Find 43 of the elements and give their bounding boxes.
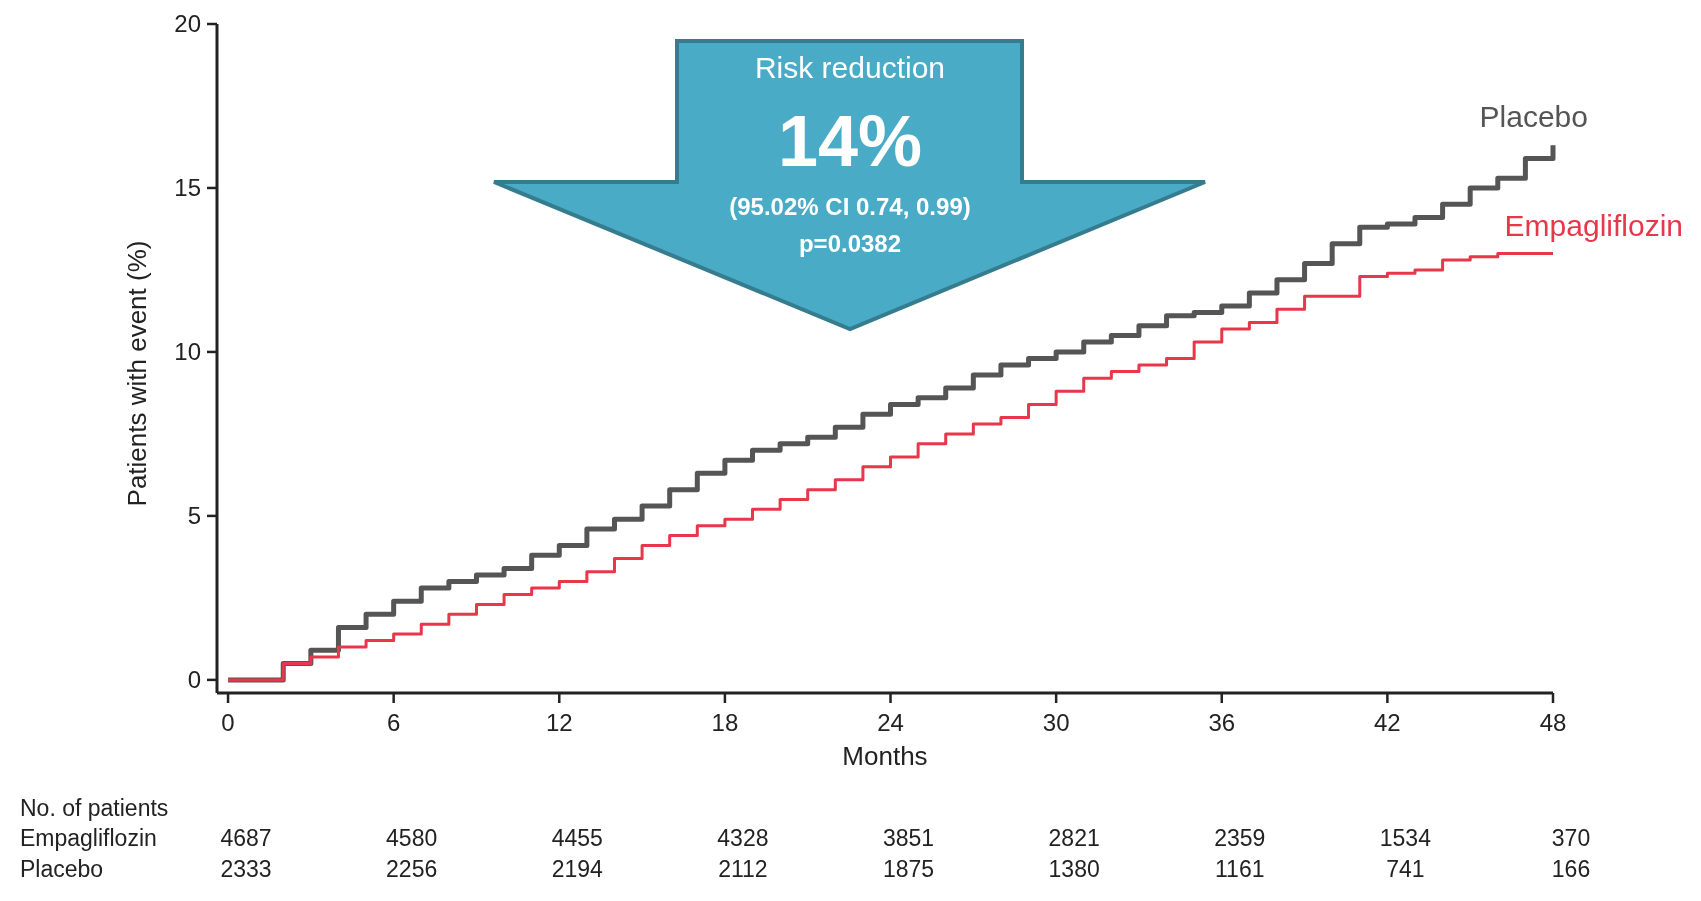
annotation: 14% <box>777 101 923 181</box>
y-tick-label: 15 <box>174 173 201 201</box>
x-tick-label: 48 <box>1539 709 1567 736</box>
y-tick-label: 5 <box>187 501 201 529</box>
text: 1380 <box>1048 856 1100 882</box>
text: 370 <box>1551 825 1591 851</box>
x-tick-label: 18 <box>711 709 739 736</box>
text: 4328 <box>717 825 769 851</box>
text: 2256 <box>386 856 438 882</box>
y-axis-title: Patients with event (%) <box>122 240 152 507</box>
text: 4580 <box>386 825 438 851</box>
text: 2821 <box>1048 825 1100 851</box>
y-tick-label: 20 <box>174 10 201 37</box>
text: No. of patients <box>20 795 169 821</box>
text: 2112 <box>718 856 768 882</box>
x-tick-label: 6 <box>386 709 401 736</box>
series-label: Placebo <box>1479 100 1588 134</box>
series-label: Empagliflozin <box>1504 208 1683 242</box>
text: Placebo <box>20 856 104 882</box>
annotation: Risk reduction <box>754 51 946 84</box>
text: 4455 <box>551 825 603 851</box>
annotation: p=0.0382 <box>798 230 902 257</box>
text: 2333 <box>220 856 272 882</box>
text: 2194 <box>551 856 604 882</box>
x-tick-label: 12 <box>545 709 573 736</box>
x-tick-label: 36 <box>1208 709 1236 736</box>
text: 3851 <box>882 825 935 851</box>
x-tick-label: 30 <box>1042 709 1070 736</box>
text: 4687 <box>220 825 272 851</box>
y-tick-label: 0 <box>187 665 201 693</box>
text: 1161 <box>1215 856 1265 882</box>
text: Empagliflozin <box>20 825 157 851</box>
text: 2359 <box>1214 825 1266 851</box>
y-tick-label: 10 <box>174 337 201 365</box>
x-tick-label: 0 <box>221 709 235 736</box>
text: 166 <box>1551 856 1591 882</box>
x-tick-label: 24 <box>877 709 904 736</box>
text: 741 <box>1386 856 1425 882</box>
x-tick-label: 42 <box>1374 709 1401 736</box>
text: 1534 <box>1379 825 1432 851</box>
annotation: (95.02% CI 0.74, 0.99) <box>729 193 971 220</box>
text: 1875 <box>882 856 935 882</box>
x-axis-title: Months <box>842 741 928 771</box>
